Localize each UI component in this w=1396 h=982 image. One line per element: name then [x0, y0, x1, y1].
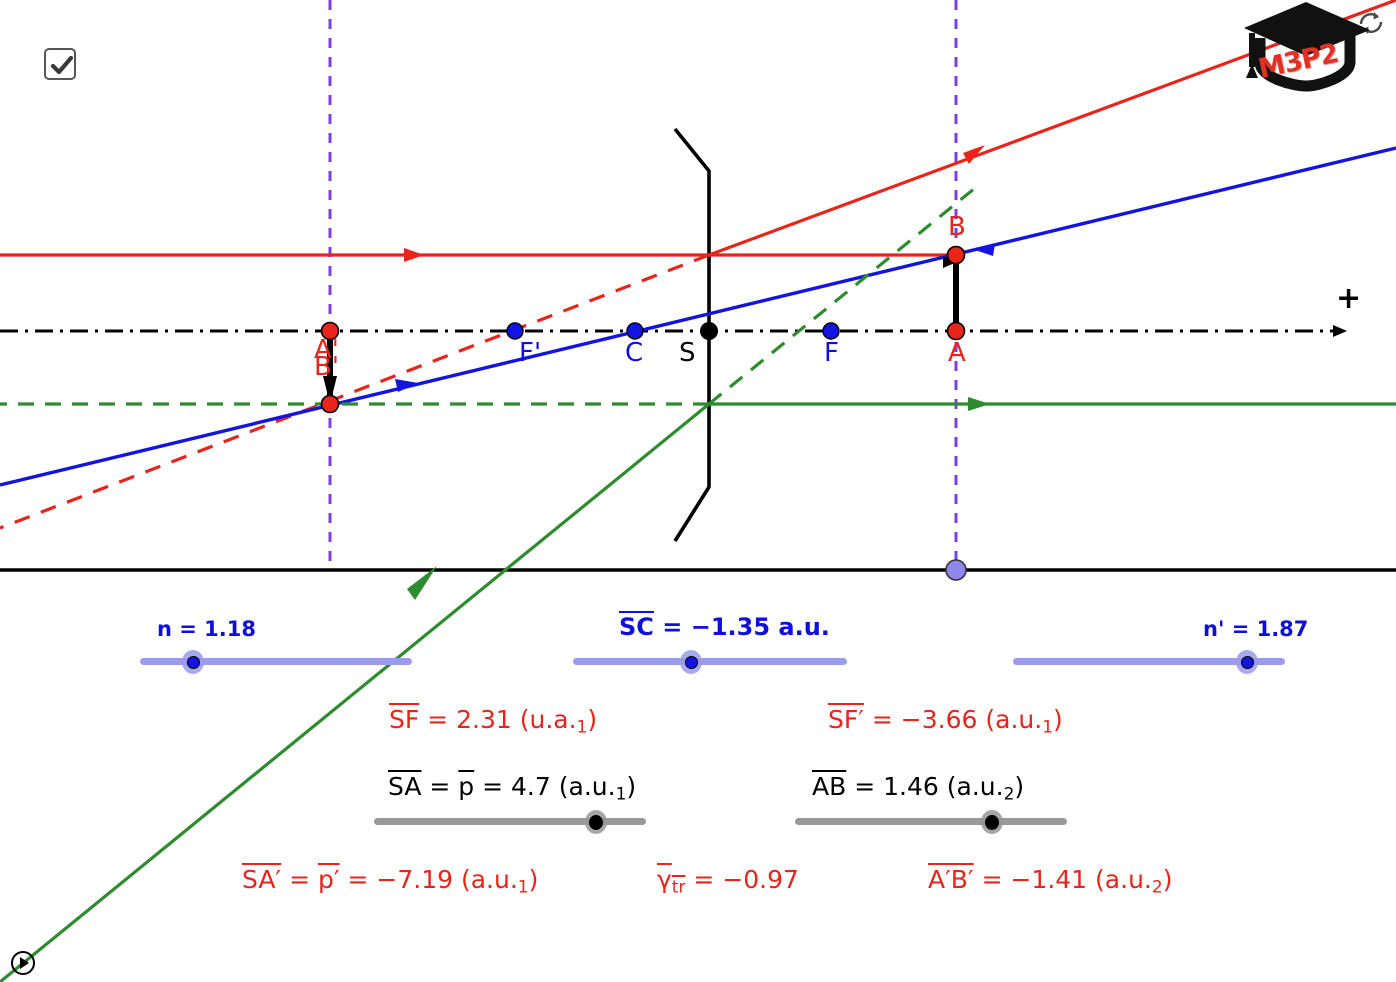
axis-positive-sign: + — [1336, 281, 1362, 316]
point-label-C: C — [625, 338, 644, 368]
slider-ab[interactable] — [795, 808, 1067, 834]
point-F[interactable] — [822, 322, 840, 340]
image-arrow-head — [323, 376, 337, 404]
slider-n-label: n = 1.18 — [157, 617, 256, 641]
point-label-A: A — [948, 338, 966, 368]
ray-center-blue-arrow-right — [972, 244, 995, 256]
slider-n-track[interactable] — [140, 658, 412, 665]
ray-refracted-red-arrow — [963, 145, 985, 164]
point-B[interactable] — [946, 245, 966, 265]
readout-sa-prime: SA′ = p′ = −7.19 (a.u.1) — [242, 865, 538, 897]
readout-sf-symbol: SF — [389, 705, 420, 734]
slider-sa-thumb[interactable] — [585, 810, 607, 834]
readout-gamma-eq: = — [693, 865, 723, 894]
point-label-B: B — [948, 212, 966, 242]
ray-focal-green-out-arrow — [968, 397, 990, 411]
slider-n-prime-label: n' = 1.87 — [1203, 617, 1309, 641]
readout-apbp-unit: (a.u.2) — [1095, 865, 1173, 898]
point-A[interactable] — [946, 321, 966, 341]
readout-sf-prime-eq: = — [871, 705, 901, 734]
slider-sc[interactable] — [573, 648, 847, 674]
readout-sa-prime-p: p′ — [317, 865, 340, 894]
readout-gamma-sub: tr — [671, 877, 686, 898]
readout-sa-prime-eq1: = — [289, 865, 318, 894]
slider-sc-track[interactable] — [573, 658, 847, 665]
readout-gamma: γtr = −0.97 — [657, 865, 799, 897]
point-label-B-prime: B' — [314, 352, 339, 382]
readout-sf-prime: SF′ = −3.66 (a.u.1) — [828, 705, 1063, 737]
readout-apbp: A′B′ = −1.41 (a.u.2) — [928, 865, 1172, 897]
readout-ab: AB = 1.46 (a.u.2) — [812, 772, 1024, 804]
readout-apbp-value: −1.41 — [1010, 865, 1088, 894]
point-label-F: F — [824, 338, 839, 368]
ray-focal-green-arrow — [407, 566, 437, 600]
readout-sf-prime-unit: (a.u.1) — [985, 705, 1063, 738]
readout-ab-symbol: AB — [812, 772, 847, 801]
readout-sa-prime-eq2: = — [347, 865, 377, 894]
drag-handle-point[interactable] — [945, 559, 967, 581]
ray-green-virtual-up — [707, 182, 982, 406]
readout-ab-unit: (a.u.2) — [946, 772, 1025, 805]
slider-n-prime-track[interactable] — [1013, 658, 1285, 665]
point-label-S: S — [679, 338, 696, 368]
readout-sf-prime-symbol: SF′ — [828, 705, 864, 734]
point-label-A-prime: A' — [314, 335, 339, 365]
readout-apbp-eq: = — [981, 865, 1011, 894]
readout-sa: SA = p = 4.7 (a.u.1) — [388, 772, 636, 804]
readout-ab-value: 1.46 — [883, 772, 939, 801]
point-F-prime[interactable] — [506, 322, 524, 340]
ray-center-blue — [0, 146, 1396, 487]
readout-gamma-symbol: γtr — [657, 865, 686, 898]
ray-center-blue-arrow-left — [395, 379, 418, 392]
readout-ab-eq: = — [854, 772, 884, 801]
slider-n-prime-thumb[interactable] — [1236, 650, 1258, 674]
readout-sf-prime-value: −3.66 — [900, 705, 978, 734]
readout-sa-prime-unit: (a.u.1) — [460, 865, 539, 898]
readout-sa-eq2: = — [482, 772, 512, 801]
readout-sf-value: 2.31 — [456, 705, 512, 734]
readout-sa-prime-symbol: SA′ — [242, 865, 282, 894]
play-icon[interactable] — [10, 950, 36, 976]
point-label-F-prime: F' — [519, 338, 542, 368]
readout-sa-symbol: SA — [388, 772, 422, 801]
slider-sa-track[interactable] — [374, 818, 646, 825]
m3p2-logo: M3P2 — [1236, 0, 1376, 100]
readout-sf: SF = 2.31 (u.a.1) — [389, 705, 597, 737]
graduation-cap-icon — [1244, 2, 1370, 92]
slider-ab-thumb[interactable] — [981, 810, 1003, 834]
ray-focal-green — [0, 402, 711, 982]
readout-apbp-symbol: A′B′ — [928, 865, 974, 894]
readout-sa-unit: (a.u.1) — [558, 772, 637, 805]
slider-n-prime[interactable] — [1013, 648, 1285, 674]
slider-sc-symbol: SC — [619, 613, 654, 641]
point-B-prime[interactable] — [320, 394, 340, 414]
slider-ab-track[interactable] — [795, 818, 1067, 825]
slider-n-thumb[interactable] — [182, 650, 204, 674]
point-S[interactable] — [700, 322, 718, 340]
readout-sa-p: p — [458, 772, 475, 801]
ray-parallel-arrow — [404, 248, 424, 262]
point-C[interactable] — [626, 322, 644, 340]
show-construction-checkbox[interactable] — [44, 48, 76, 80]
ray-red-virtual — [0, 253, 710, 530]
slider-sc-label: SC = −1.35 a.u. — [619, 613, 830, 641]
check-icon — [50, 55, 74, 75]
readout-gamma-value: −0.97 — [722, 865, 799, 894]
readout-sf-unit: (u.a.1) — [519, 705, 598, 738]
slider-sc-value: = −1.35 a.u. — [653, 613, 830, 641]
readout-sa-value: 4.7 — [511, 772, 551, 801]
slider-sa[interactable] — [374, 808, 646, 834]
slider-n[interactable] — [140, 648, 412, 674]
readout-sa-eq1: = — [429, 772, 459, 801]
slider-sc-thumb[interactable] — [680, 650, 702, 674]
point-A-prime[interactable] — [320, 321, 340, 341]
readout-sa-prime-value: −7.19 — [376, 865, 454, 894]
readout-sf-eq: = — [427, 705, 457, 734]
